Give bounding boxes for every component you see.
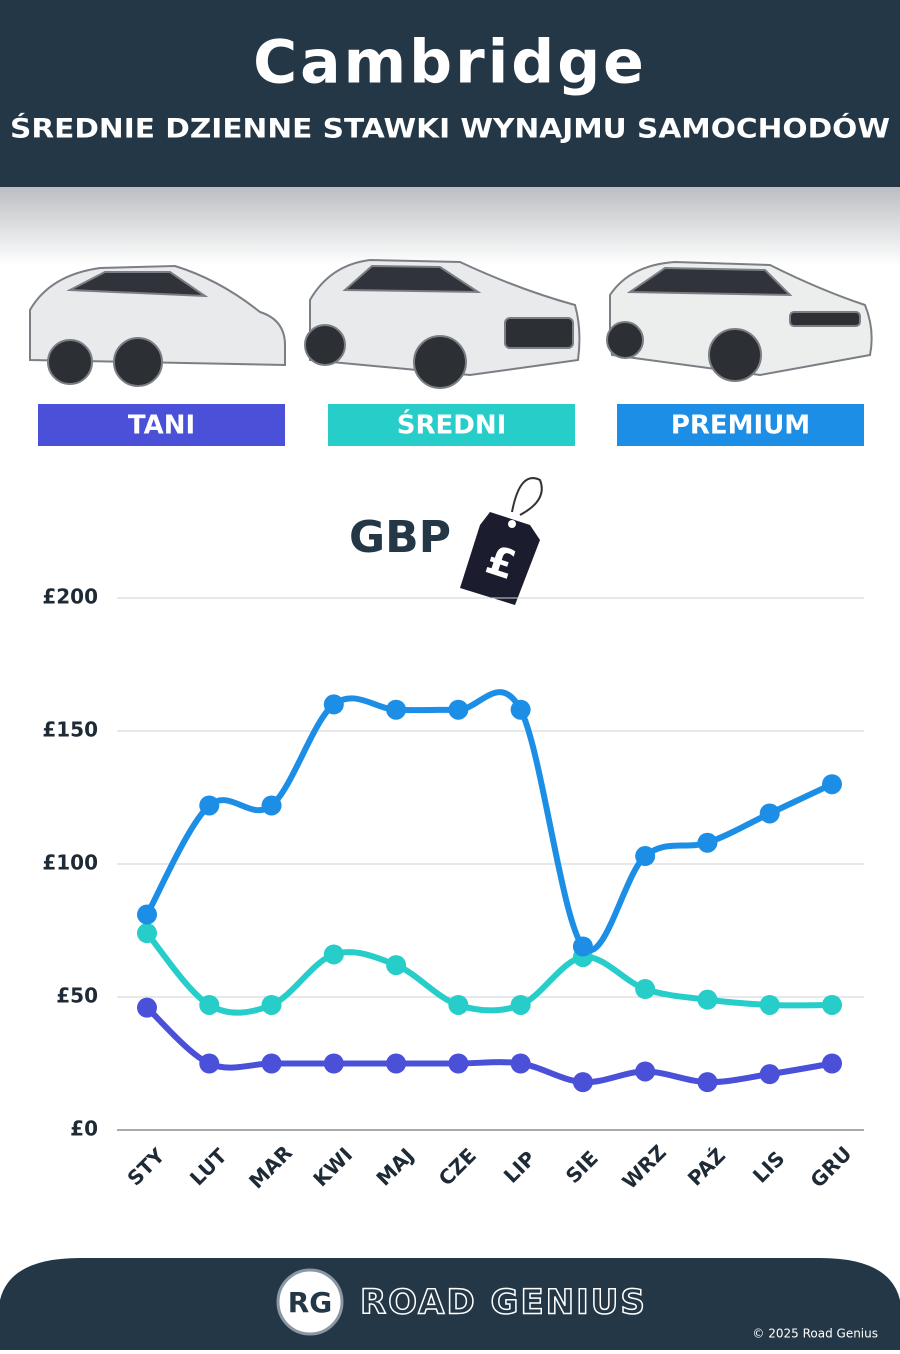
data-point bbox=[137, 904, 157, 925]
x-tick-label: KWI bbox=[308, 1143, 357, 1192]
data-point bbox=[572, 936, 593, 957]
x-tick-label: MAJ bbox=[371, 1143, 418, 1190]
data-point bbox=[448, 699, 469, 720]
legend-label: TANI bbox=[128, 411, 195, 441]
data-point bbox=[759, 803, 780, 824]
x-tick-label: LIP bbox=[499, 1146, 541, 1188]
x-tick-label: CZE bbox=[434, 1143, 481, 1190]
plot: £0 £50 £100 £150 £200 STY LUT MAR KWI MAJ CZE LIP SI… bbox=[42, 585, 864, 1194]
car-premium-suv bbox=[606, 260, 873, 382]
y-tick-label: £50 bbox=[56, 984, 98, 1008]
data-point bbox=[697, 1072, 718, 1093]
car-suv bbox=[304, 258, 581, 389]
data-point bbox=[572, 1072, 593, 1093]
data-point bbox=[137, 923, 157, 944]
data-point bbox=[386, 699, 407, 720]
series-line bbox=[144, 931, 833, 1016]
data-point bbox=[635, 1061, 656, 1082]
data-point bbox=[510, 994, 531, 1015]
data-point bbox=[510, 1053, 531, 1074]
subtitle: ŚREDNIE DZIENNE STAWKI WYNAJMU SAMOCHODÓ… bbox=[10, 113, 890, 145]
x-tick-label: WRZ bbox=[617, 1140, 671, 1194]
y-tick-label: £200 bbox=[42, 585, 98, 609]
legend-swatch bbox=[328, 404, 575, 446]
data-point bbox=[261, 994, 282, 1015]
legend-swatch bbox=[617, 404, 864, 446]
price-tag: £ bbox=[460, 477, 543, 605]
data-point bbox=[323, 1053, 344, 1074]
x-tick-label: STY bbox=[122, 1143, 169, 1190]
copyright: © 2025 Road Genius bbox=[752, 1327, 878, 1341]
legend-label: ŚREDNI bbox=[397, 409, 507, 441]
data-point bbox=[697, 832, 718, 853]
data-point bbox=[199, 1053, 220, 1074]
x-tick-label: SIE bbox=[561, 1146, 603, 1188]
y-tick-label: £100 bbox=[42, 851, 98, 875]
legend-label: PREMIUM bbox=[671, 411, 810, 441]
header bbox=[0, 0, 900, 187]
data-point bbox=[697, 989, 718, 1010]
x-tick-label: GRU bbox=[805, 1141, 856, 1192]
data-point bbox=[323, 694, 344, 715]
legend-swatch bbox=[38, 404, 285, 446]
data-point bbox=[448, 1053, 469, 1074]
data-point bbox=[448, 994, 469, 1015]
x-tick-label: PAŹ bbox=[683, 1143, 730, 1190]
data-point bbox=[510, 699, 531, 720]
y-tick-label: £150 bbox=[42, 718, 98, 742]
data-point bbox=[261, 1053, 282, 1074]
data-point bbox=[822, 1053, 842, 1074]
data-point bbox=[323, 944, 344, 965]
title: Cambridge bbox=[253, 28, 647, 98]
data-point bbox=[261, 795, 282, 816]
series-line bbox=[144, 1005, 833, 1086]
data-point bbox=[386, 1053, 407, 1074]
data-point bbox=[199, 994, 220, 1015]
x-tick-label: MAR bbox=[244, 1141, 297, 1194]
data-point bbox=[635, 979, 656, 1000]
currency-label: GBP bbox=[349, 512, 451, 563]
data-point bbox=[822, 774, 842, 795]
header-shadow bbox=[0, 185, 900, 265]
footer-logo-text: RG bbox=[288, 1286, 333, 1319]
data-point bbox=[822, 994, 842, 1015]
data-point bbox=[199, 795, 220, 816]
data-point bbox=[635, 846, 656, 867]
x-tick-label: LUT bbox=[185, 1143, 232, 1190]
footer-brand: ROAD GENIUS bbox=[360, 1283, 647, 1323]
data-point bbox=[759, 994, 780, 1015]
data-point bbox=[137, 997, 157, 1018]
y-tick-label: £0 bbox=[70, 1117, 98, 1141]
footer bbox=[0, 1258, 900, 1350]
footer-logo bbox=[276, 1268, 344, 1336]
car-hatchback bbox=[29, 264, 286, 387]
x-tick-label: LIS bbox=[748, 1146, 789, 1187]
data-point bbox=[386, 955, 407, 976]
legend: TANI ŚREDNI PREMIUM bbox=[38, 404, 864, 446]
data-point bbox=[759, 1064, 780, 1085]
